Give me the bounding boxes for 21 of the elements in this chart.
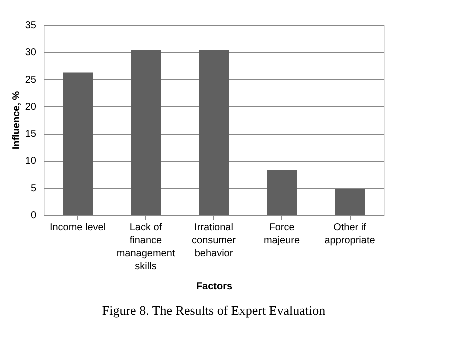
x-tick-label: Other if appropriate xyxy=(324,222,376,246)
y-tick-label: 35 xyxy=(25,20,37,32)
bar xyxy=(199,50,229,215)
y-tick-label: 25 xyxy=(25,74,37,86)
x-tick-label: Lack of finance management skills xyxy=(116,222,176,272)
y-tick-label: 0 xyxy=(30,210,37,222)
x-tick-label: Irrational consumer behavior xyxy=(192,222,237,260)
bar xyxy=(131,50,161,215)
y-tick-label: 20 xyxy=(25,102,37,113)
y-tick-label: 15 xyxy=(25,129,37,140)
bar xyxy=(267,170,297,215)
y-tick-label: 10 xyxy=(25,156,37,168)
y-axis-title: Influence, % xyxy=(11,91,22,150)
caption: Figure 8. The Results of Expert Evaluation xyxy=(102,303,326,318)
x-tick-label: Income level xyxy=(50,222,106,234)
x-axis-title: Factors xyxy=(196,282,233,292)
bar xyxy=(335,189,365,215)
bar xyxy=(63,72,93,215)
y-tick-label: 30 xyxy=(25,48,37,59)
x-tick-label: Force majeure xyxy=(264,222,300,246)
y-tick-label: 5 xyxy=(30,183,37,194)
